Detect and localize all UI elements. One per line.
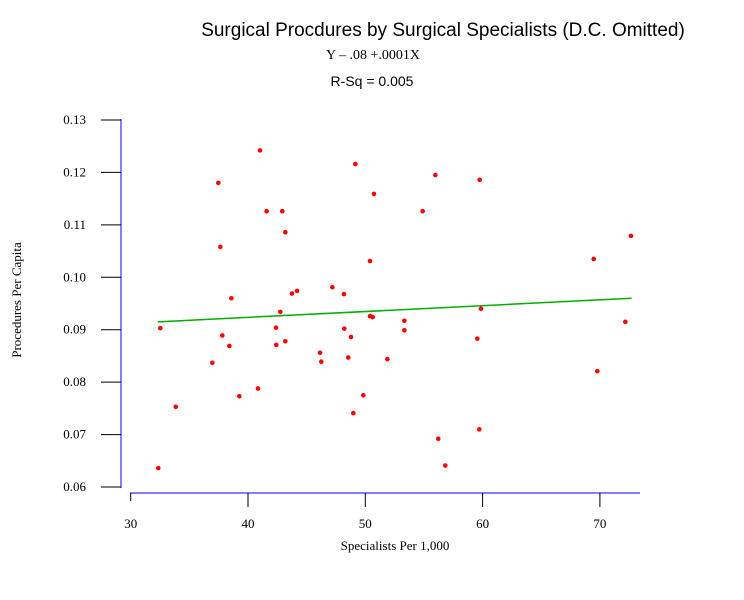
data-point: [257, 148, 263, 153]
regression-line: [157, 297, 632, 323]
data-point: [173, 404, 179, 410]
data-point: [623, 319, 628, 325]
x-tick-label: 40: [242, 516, 255, 531]
data-point: [385, 356, 390, 362]
data-point: [420, 208, 425, 214]
regression-equation: Y – .08 +.0001X: [326, 48, 420, 63]
data-point: [433, 172, 438, 178]
y-tick-label: 0.13: [63, 112, 86, 127]
data-point: [277, 309, 283, 315]
data-point: [402, 318, 407, 324]
data-point: [370, 314, 375, 320]
data-point: [351, 410, 356, 416]
r-squared-label: R-Sq = 0.005: [331, 73, 414, 89]
data-point: [237, 394, 242, 399]
data-point: [371, 191, 377, 197]
data-point: [229, 295, 234, 301]
chart-title: Surgical Procdures by Surgical Specialis…: [201, 20, 685, 41]
x-tick-label: 60: [476, 516, 489, 531]
data-point: [477, 177, 482, 183]
data-point: [317, 350, 323, 356]
data-point: [157, 325, 163, 331]
y-tick-label: 0.06: [63, 479, 86, 494]
data-point: [442, 463, 448, 468]
x-tick-label: 70: [593, 516, 606, 531]
data-point: [478, 306, 484, 312]
x-tick-label: 30: [124, 516, 137, 531]
y-axis-label: Procedures Per Capita: [9, 242, 24, 358]
data-point: [402, 327, 407, 333]
y-tick-label: 0.07: [63, 427, 86, 442]
data-point: [227, 343, 232, 349]
data-point: [218, 244, 223, 250]
data-point: [264, 208, 269, 214]
data-point: [475, 336, 480, 341]
data-point: [348, 334, 354, 340]
data-point: [279, 208, 285, 214]
data-point: [155, 465, 161, 471]
data-point: [273, 342, 279, 348]
data-point: [220, 333, 225, 338]
data-point: [283, 229, 288, 235]
y-tick-label: 0.11: [64, 217, 86, 232]
data-point: [273, 325, 279, 330]
data-point: [342, 326, 347, 331]
data-point: [255, 386, 261, 391]
data-point: [361, 392, 366, 398]
data-point: [330, 284, 335, 290]
y-tick-label: 0.12: [63, 164, 86, 179]
data-point: [435, 436, 441, 442]
data-point: [289, 291, 295, 296]
y-tick-label: 0.10: [63, 269, 86, 284]
data-point: [345, 355, 351, 360]
y-tick-label: 0.09: [63, 322, 86, 337]
y-tick-label: 0.08: [63, 374, 86, 389]
data-point: [367, 258, 373, 264]
data-point: [628, 233, 634, 239]
data-point: [477, 427, 482, 432]
data-point: [216, 180, 221, 186]
data-point: [595, 368, 600, 374]
data-point: [341, 291, 347, 297]
data-point: [319, 359, 324, 365]
data-point: [591, 256, 596, 262]
x-axis-label: Specialists Per 1,000: [341, 538, 450, 553]
data-point: [283, 338, 288, 344]
data-point: [210, 360, 215, 366]
x-tick-label: 50: [359, 516, 372, 531]
data-point: [294, 288, 300, 294]
data-point: [353, 161, 358, 167]
